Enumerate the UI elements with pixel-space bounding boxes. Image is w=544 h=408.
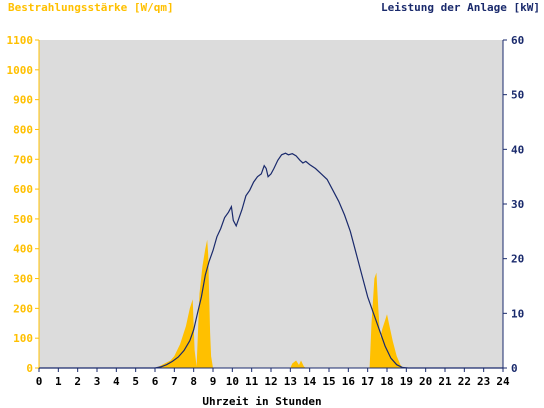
x-axis-title: Uhrzeit in Stunden bbox=[202, 395, 321, 408]
left-tick-label: 100 bbox=[13, 332, 33, 345]
x-tick-label: 20 bbox=[419, 375, 432, 388]
x-tick-label: 12 bbox=[264, 375, 277, 388]
right-tick-label: 50 bbox=[511, 89, 524, 102]
plot-area bbox=[39, 40, 503, 368]
x-tick-label: 1 bbox=[55, 375, 62, 388]
left-tick-label: 600 bbox=[13, 183, 33, 196]
irradiance-area-series bbox=[39, 239, 503, 368]
axis-layer: 0100200300400500600700800900100011000102… bbox=[7, 34, 525, 388]
left-tick-label: 800 bbox=[13, 123, 33, 136]
x-tick-label: 13 bbox=[284, 375, 297, 388]
x-tick-label: 14 bbox=[303, 375, 317, 388]
left-tick-label: 0 bbox=[26, 362, 33, 375]
x-tick-label: 0 bbox=[36, 375, 43, 388]
x-tick-label: 7 bbox=[171, 375, 178, 388]
x-tick-label: 8 bbox=[190, 375, 197, 388]
power-line-series bbox=[39, 152, 503, 369]
left-axis-title: Bestrahlungsstärke [W/qm] bbox=[8, 1, 174, 14]
x-tick-label: 19 bbox=[400, 375, 413, 388]
left-tick-label: 900 bbox=[13, 94, 33, 107]
left-tick-label: 1100 bbox=[7, 34, 34, 47]
x-tick-label: 22 bbox=[458, 375, 471, 388]
x-tick-label: 17 bbox=[361, 375, 374, 388]
right-tick-label: 60 bbox=[511, 34, 524, 47]
left-tick-label: 700 bbox=[13, 153, 33, 166]
x-tick-label: 3 bbox=[94, 375, 101, 388]
x-tick-label: 2 bbox=[74, 375, 81, 388]
right-tick-label: 30 bbox=[511, 198, 524, 211]
right-axis-title: Leistung der Anlage [kW] bbox=[381, 1, 540, 14]
left-tick-label: 400 bbox=[13, 243, 33, 256]
series-layer bbox=[39, 152, 503, 369]
left-tick-label: 500 bbox=[13, 213, 33, 226]
right-tick-label: 20 bbox=[511, 253, 524, 266]
x-tick-label: 18 bbox=[380, 375, 393, 388]
left-tick-label: 1000 bbox=[7, 64, 34, 77]
x-tick-label: 9 bbox=[210, 375, 217, 388]
x-tick-label: 11 bbox=[245, 375, 259, 388]
x-tick-label: 16 bbox=[342, 375, 356, 388]
right-tick-label: 0 bbox=[511, 362, 518, 375]
x-tick-label: 10 bbox=[226, 375, 239, 388]
x-tick-label: 15 bbox=[322, 375, 335, 388]
x-tick-label: 4 bbox=[113, 375, 120, 388]
x-tick-label: 21 bbox=[438, 375, 452, 388]
x-tick-label: 23 bbox=[477, 375, 490, 388]
left-tick-label: 200 bbox=[13, 302, 33, 315]
right-tick-label: 10 bbox=[511, 307, 524, 320]
right-tick-label: 40 bbox=[511, 143, 524, 156]
x-tick-label: 24 bbox=[496, 375, 510, 388]
left-tick-label: 300 bbox=[13, 273, 33, 286]
x-tick-label: 6 bbox=[152, 375, 159, 388]
x-tick-label: 5 bbox=[132, 375, 139, 388]
